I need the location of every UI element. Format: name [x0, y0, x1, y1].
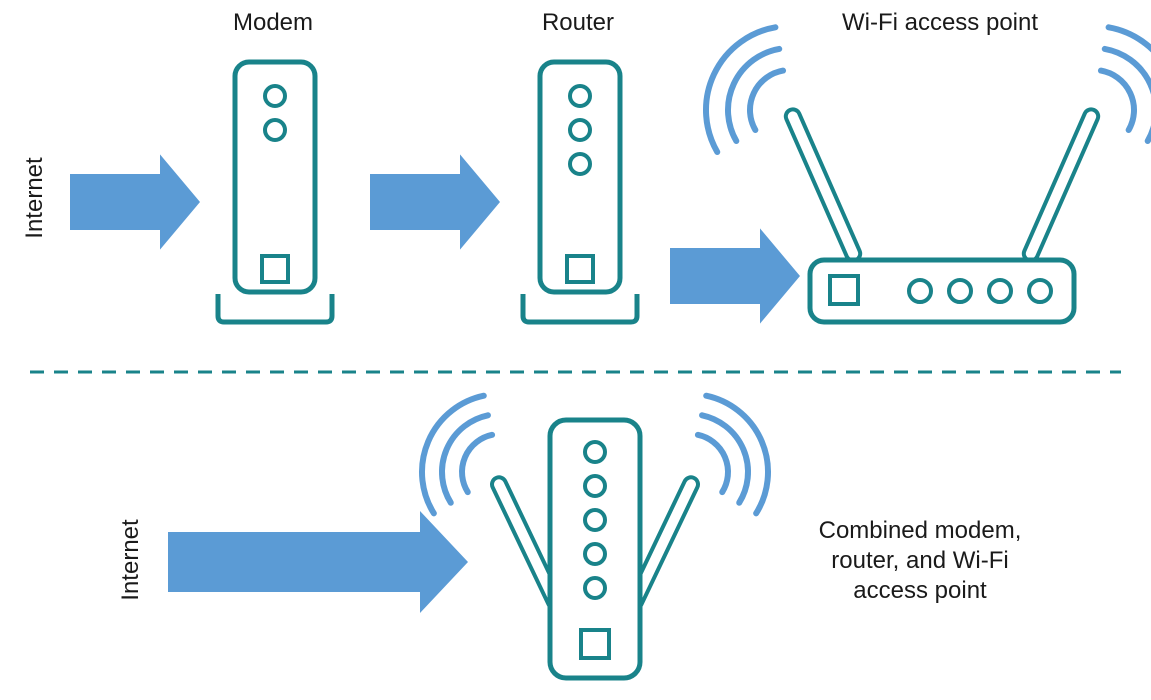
- wifi-ap-label: Wi-Fi access point: [842, 9, 1038, 36]
- combo-label-line2: router, and Wi-Fi: [831, 547, 1008, 574]
- combo-label-line3: access point: [853, 577, 987, 604]
- router-base: [523, 294, 637, 322]
- ap-wifi-left-arc-0: [750, 71, 783, 130]
- modem-label: Modem: [233, 9, 313, 36]
- ap-antenna-0: [784, 107, 863, 263]
- router-label: Router: [542, 9, 614, 36]
- modem-base: [218, 294, 332, 322]
- ap-wifi-right-arc-0: [1101, 71, 1134, 130]
- arrow-router-to-ap: [670, 228, 800, 323]
- combo-wifi-right-arc-0: [698, 435, 728, 492]
- arrow-modem-to-router: [370, 154, 500, 249]
- ap-body: [810, 260, 1074, 322]
- combo-wifi-left-arc-2: [422, 396, 484, 514]
- internet-label-top: Internet: [21, 157, 48, 239]
- internet-label-bottom: Internet: [117, 519, 144, 601]
- combo-wifi-left-arc-0: [462, 435, 492, 492]
- ap-wifi-left-arc-2: [706, 27, 775, 152]
- ap-antenna-1: [1022, 107, 1101, 263]
- arrow-internet-to-modem: [70, 154, 200, 249]
- combo-wifi-right-arc-2: [706, 396, 768, 514]
- arrow-internet-to-combo: [168, 511, 468, 613]
- combo-body: [550, 420, 640, 678]
- combo-label-line1: Combined modem,: [819, 517, 1022, 544]
